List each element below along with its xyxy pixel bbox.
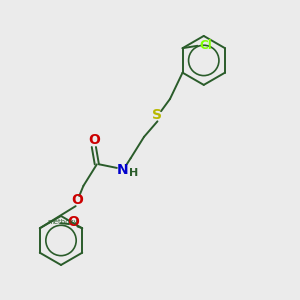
- Text: methoxy: methoxy: [48, 219, 78, 225]
- Text: H: H: [129, 168, 138, 178]
- Text: O: O: [71, 193, 83, 207]
- Text: Cl: Cl: [200, 39, 212, 52]
- Text: O: O: [88, 134, 100, 147]
- Text: S: S: [152, 108, 163, 122]
- Text: N: N: [116, 163, 128, 177]
- Text: O: O: [67, 215, 79, 229]
